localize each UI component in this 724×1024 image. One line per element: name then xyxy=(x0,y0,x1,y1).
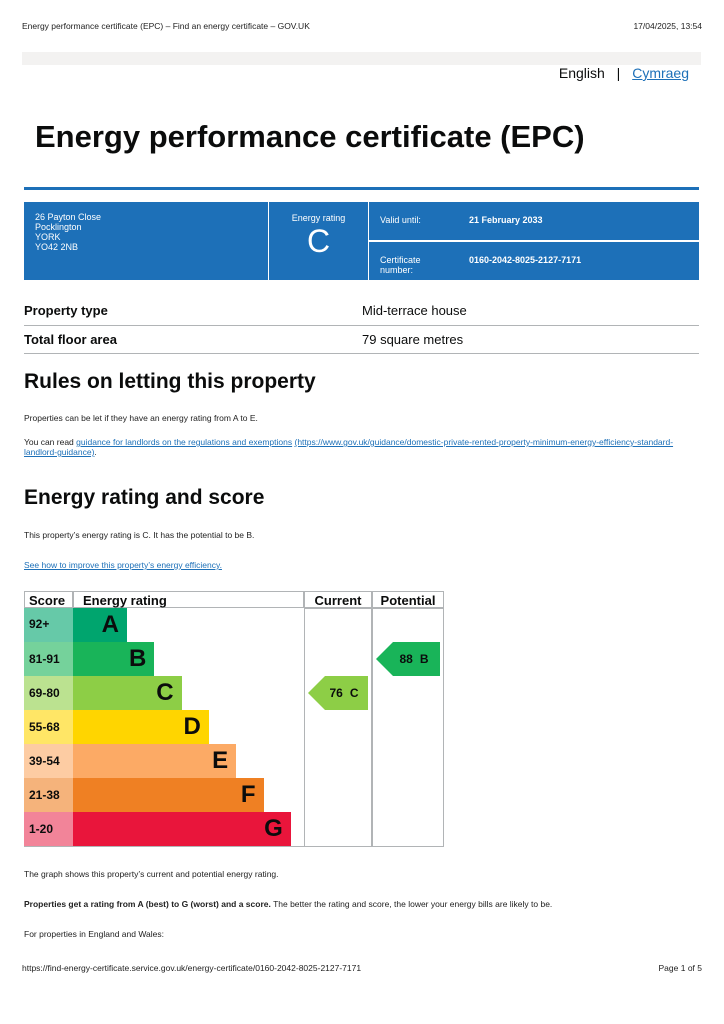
print-url: https://find-energy-certificate.service.… xyxy=(22,963,362,973)
header-cell: Score xyxy=(24,591,73,608)
rating-bar: E xyxy=(73,744,237,778)
print-title: Energy performance certificate (EPC) – F… xyxy=(22,21,310,31)
epc-chart: Score Energy rating Current Potential 92+ A 81… xyxy=(24,591,444,847)
bold-text: Properties get a rating from A (best) to… xyxy=(24,899,271,909)
address-box: 26 Payton Close Pocklington YORK YO42 2NB xyxy=(24,202,268,280)
rating-bar: G xyxy=(73,812,291,846)
text: . xyxy=(94,447,97,457)
rating-bar: A xyxy=(73,608,127,642)
score-cell: 21-38 xyxy=(24,778,73,812)
address-line: Pocklington xyxy=(35,222,82,232)
letter: C xyxy=(349,686,359,700)
address-line: YORK xyxy=(35,232,61,242)
guidance-url[interactable]: (https://www.gov.uk/guidance/domestic-pr… xyxy=(24,437,674,457)
score-cell: 55-68 xyxy=(24,710,73,744)
paragraph: Properties can be let if they have an en… xyxy=(24,413,258,423)
valid-date: 21 February 2033 xyxy=(469,215,543,225)
print-page: Page 1 of 5 xyxy=(658,963,702,973)
address-line: 26 Payton Close xyxy=(35,212,102,222)
guidance-link[interactable]: guidance for landlords on the regulation… xyxy=(76,437,293,447)
score-cell: 92+ xyxy=(24,608,73,642)
section-heading: Rules on letting this property xyxy=(24,370,316,393)
page-title: Energy performance certificate (EPC) xyxy=(35,119,585,154)
rating-bar: F xyxy=(73,778,264,812)
rating-bar: B xyxy=(73,642,155,676)
rating-bar: C xyxy=(73,676,182,710)
score-cell: 39-54 xyxy=(24,744,73,778)
text: The better the rating and score, the low… xyxy=(270,899,553,909)
rating-label: Energy rating xyxy=(291,213,346,223)
prop-label: Total floor area xyxy=(24,332,117,347)
lang-separator: | xyxy=(616,65,621,81)
header-cell: Current xyxy=(304,591,372,608)
lang-current: English xyxy=(558,65,605,81)
column-border xyxy=(304,608,372,847)
address: 26 Payton Close Pocklington YORK YO42 2NB xyxy=(35,212,101,252)
rating-bar: D xyxy=(73,710,209,744)
cert-box: Certificate number: 0160-2042-8025-2127-… xyxy=(369,242,699,280)
score-cell: 1-20 xyxy=(24,812,73,846)
prop-value: 79 square metres xyxy=(362,332,464,347)
score: 76 xyxy=(329,686,343,700)
prop-label: Property type xyxy=(24,303,108,318)
paragraph: This property’s energy rating is C. It h… xyxy=(24,530,255,540)
print-date: 17/04/2025, 13:54 xyxy=(633,21,702,31)
language-switch: English | Cymraeg xyxy=(559,65,689,81)
paragraph: Properties get a rating from A (best) to… xyxy=(24,899,552,909)
rating-box: Energy rating C xyxy=(269,202,368,280)
score-cell: 69-80 xyxy=(24,676,73,710)
paragraph: For properties in England and Wales: xyxy=(24,929,165,939)
improve-link[interactable]: See how to improve this property’s energ… xyxy=(24,560,222,570)
valid-label: Valid until: xyxy=(380,215,421,225)
header-cell: Energy rating xyxy=(73,591,304,608)
score: 88 xyxy=(399,652,413,666)
paragraph: You can read guidance for landlords on t… xyxy=(24,437,684,457)
valid-box: Valid until: 21 February 2033 xyxy=(369,202,699,240)
cert-label: Certificate number: xyxy=(380,255,421,275)
score-cell: 81-91 xyxy=(24,642,73,676)
paragraph: The graph shows this property’s current … xyxy=(24,869,279,879)
column-border xyxy=(372,608,444,847)
top-bar xyxy=(22,52,701,65)
row-divider xyxy=(24,325,699,326)
section-heading: Energy rating and score xyxy=(24,486,265,509)
cert-number: 0160-2042-8025-2127-7171 xyxy=(469,255,582,265)
rating-letter: C xyxy=(306,223,331,259)
title-rule xyxy=(24,187,699,190)
row-divider xyxy=(24,353,699,354)
header-cell: Potential xyxy=(372,591,444,608)
text: You can read xyxy=(24,437,77,447)
lang-other[interactable]: Cymraeg xyxy=(632,65,689,81)
address-line: YO42 2NB xyxy=(35,242,79,252)
prop-value: Mid-terrace house xyxy=(362,303,467,318)
letter: B xyxy=(419,652,429,666)
